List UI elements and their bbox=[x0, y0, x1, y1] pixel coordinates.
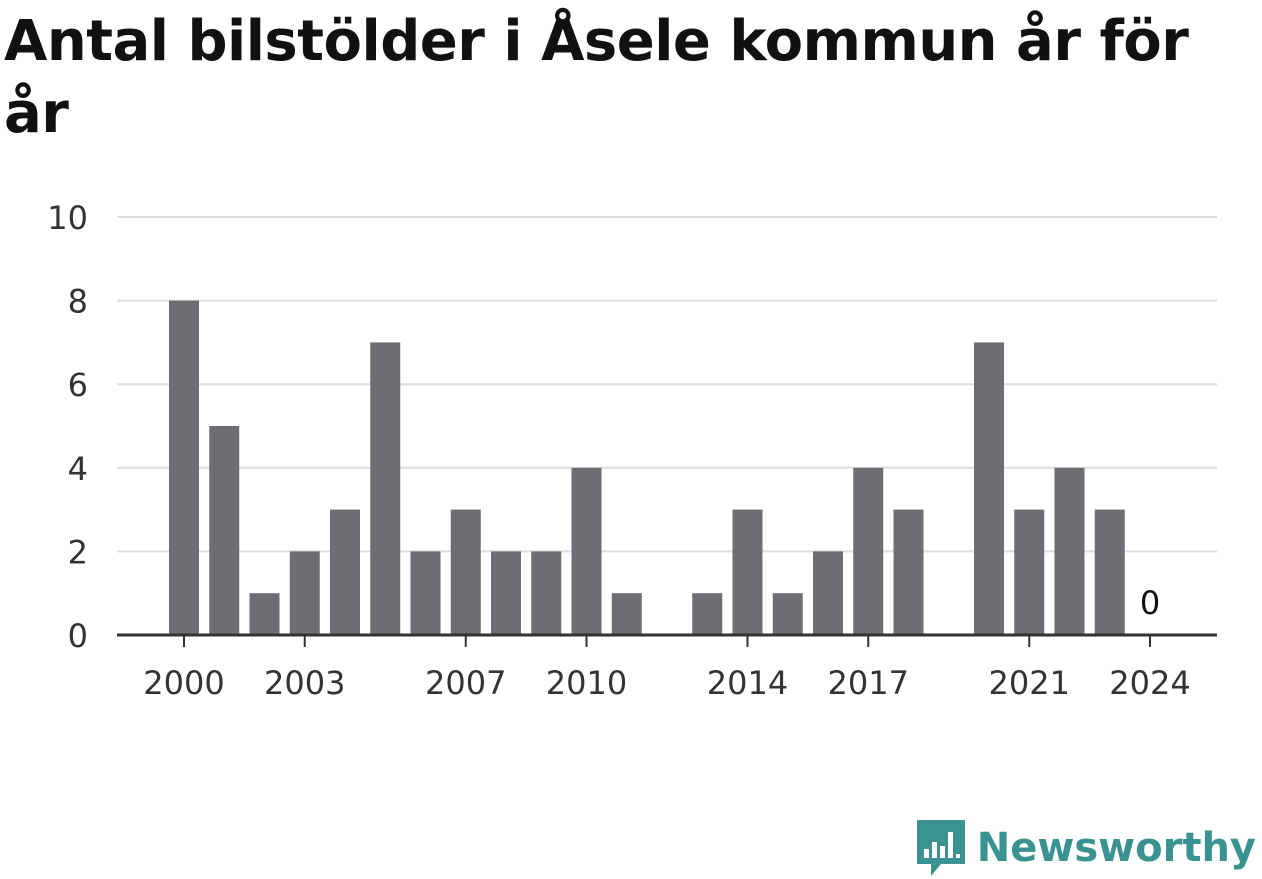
x-axis-ticks: 2000 2003 2007 2010 2014 2017 2021 2024 bbox=[143, 635, 1191, 702]
bar-2009 bbox=[531, 551, 562, 635]
y-tick-label: 10 bbox=[47, 199, 88, 237]
bar-2001 bbox=[209, 426, 240, 635]
bars bbox=[169, 300, 1125, 635]
y-tick-label: 6 bbox=[68, 366, 88, 404]
x-tick-label: 2000 bbox=[143, 664, 224, 702]
value-annotations: 0 bbox=[1140, 584, 1160, 622]
bar-2021 bbox=[1014, 509, 1045, 635]
bar-2013 bbox=[692, 593, 723, 635]
bar-2015 bbox=[772, 593, 803, 635]
y-tick-label: 4 bbox=[68, 450, 88, 488]
bar-2002 bbox=[249, 593, 280, 635]
gridlines bbox=[117, 216, 1217, 553]
newsworthy-logo: Newsworthy bbox=[915, 818, 1256, 878]
y-tick-label: 8 bbox=[68, 283, 88, 321]
bar-2023 bbox=[1094, 509, 1125, 635]
x-tick-label: 2021 bbox=[989, 664, 1070, 702]
x-tick-label: 2014 bbox=[707, 664, 788, 702]
bar-2020 bbox=[974, 342, 1004, 635]
y-tick-label: 0 bbox=[68, 617, 88, 655]
bar-2018 bbox=[893, 509, 924, 635]
bar-2016 bbox=[813, 551, 843, 635]
y-axis-tick-labels: 0 2 4 6 8 10 bbox=[47, 199, 88, 655]
bar-2010 bbox=[571, 467, 602, 635]
bar-2011 bbox=[611, 593, 642, 635]
bar-2008 bbox=[491, 551, 521, 635]
bar-2014 bbox=[732, 509, 763, 635]
x-tick-label: 2007 bbox=[425, 664, 506, 702]
bar-2017 bbox=[853, 467, 884, 635]
brand-name: Newsworthy bbox=[976, 825, 1256, 871]
data-label: 0 bbox=[1140, 584, 1160, 622]
bar-2000 bbox=[169, 300, 199, 635]
bar-2003 bbox=[289, 551, 320, 635]
bar-2022 bbox=[1054, 467, 1085, 635]
x-tick-label: 2017 bbox=[828, 664, 909, 702]
bar-2005 bbox=[370, 342, 401, 635]
x-tick-label: 2003 bbox=[264, 664, 345, 702]
chart-title: Antal bilstölder i Åsele kommun år för å… bbox=[4, 9, 1189, 146]
x-tick-label: 2024 bbox=[1109, 664, 1190, 702]
x-tick-label: 2010 bbox=[546, 664, 627, 702]
bar-2006 bbox=[410, 551, 441, 635]
y-tick-label: 2 bbox=[68, 533, 88, 571]
bar-2004 bbox=[330, 509, 360, 635]
bar-2007 bbox=[450, 509, 481, 635]
newsworthy-icon bbox=[916, 820, 965, 876]
